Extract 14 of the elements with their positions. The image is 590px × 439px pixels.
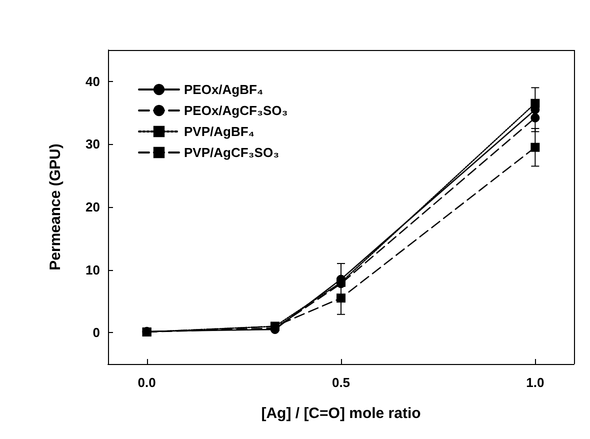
x-tick-label: 0.0 bbox=[138, 375, 156, 390]
y-tick-label: 40 bbox=[86, 74, 100, 89]
legend-label: PVP/AgBF₄ bbox=[184, 124, 254, 139]
x-tick-label: 1.0 bbox=[526, 375, 544, 390]
legend-label: PEOx/AgBF₄ bbox=[184, 82, 264, 97]
x-tick-label: 0.5 bbox=[332, 375, 350, 390]
y-tick-label: 30 bbox=[86, 136, 100, 152]
legend-label: PVP/AgCF₃SO₃ bbox=[184, 145, 280, 160]
x-axis-title: [Ag] / [C=O] mole ratio bbox=[261, 405, 421, 422]
y-tick-label: 10 bbox=[86, 262, 100, 278]
y-tick-label: 0 bbox=[92, 325, 100, 340]
y-axis-title: Permeance (GPU) bbox=[47, 144, 64, 270]
y-tick-label: 20 bbox=[86, 200, 100, 214]
legend-label: PEOx/AgCF₃SO₃ bbox=[184, 103, 288, 118]
